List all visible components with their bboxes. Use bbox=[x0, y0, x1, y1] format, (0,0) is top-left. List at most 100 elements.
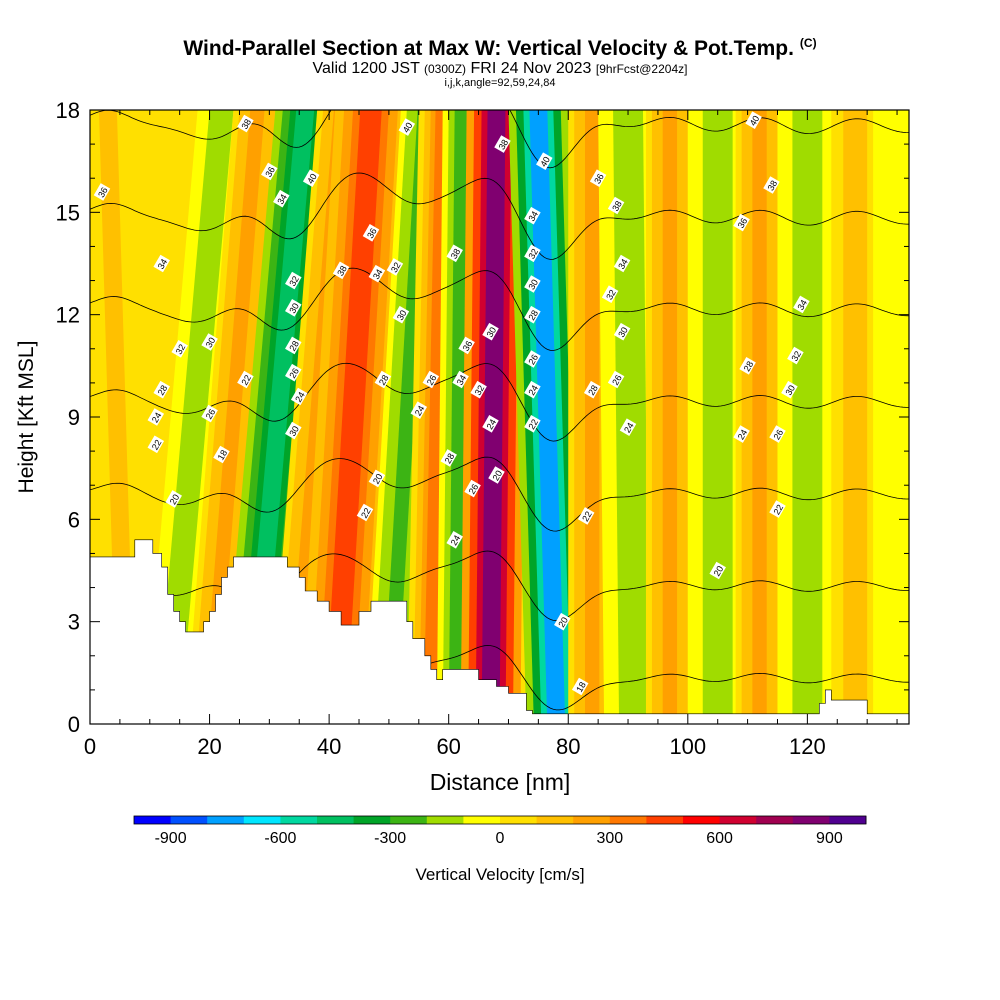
contour-label: 30 bbox=[285, 421, 302, 440]
contour-label: 36 bbox=[261, 162, 278, 181]
colorbar-swatch bbox=[426, 816, 464, 824]
contour-label: 22 bbox=[577, 507, 595, 525]
contour-label-bg bbox=[769, 500, 786, 518]
colorbar-tick-label: 900 bbox=[816, 830, 843, 847]
contour-label: 18 bbox=[571, 677, 589, 696]
contour-label-bg bbox=[577, 507, 595, 525]
contour-label-bg bbox=[583, 380, 601, 399]
contour-label-text: 40 bbox=[748, 114, 762, 128]
contour-label-bg bbox=[482, 414, 499, 433]
colorbar-swatch bbox=[829, 816, 867, 824]
colorbar-swatch bbox=[500, 816, 538, 824]
colorbar-label: Vertical Velocity [cm/s] bbox=[415, 865, 584, 884]
contour-label-bg bbox=[171, 339, 188, 358]
contour-label: 38 bbox=[763, 176, 780, 194]
contour-label-text: 30 bbox=[287, 301, 301, 315]
terrain bbox=[90, 539, 909, 724]
contour-label: 26 bbox=[422, 370, 440, 389]
contour-label-bg bbox=[524, 206, 541, 225]
x-tick-label: 80 bbox=[556, 734, 580, 759]
contour-label-bg bbox=[153, 380, 170, 399]
contour-label-bg bbox=[769, 425, 786, 443]
contour-label-text: 34 bbox=[275, 192, 289, 206]
contour-label-text: 36 bbox=[736, 216, 750, 230]
contour-label: 34 bbox=[613, 254, 631, 273]
contour-label: 24 bbox=[733, 425, 750, 443]
y-tick-label: 12 bbox=[56, 303, 80, 328]
x-tick-label: 60 bbox=[436, 734, 460, 759]
contour-label-text: 34 bbox=[455, 373, 469, 387]
contour-label-bg bbox=[613, 254, 631, 273]
contour-label-text: 36 bbox=[365, 226, 379, 240]
colorbar-swatch bbox=[353, 816, 391, 824]
contour-label-text: 38 bbox=[335, 264, 349, 278]
contour-label: 38 bbox=[494, 135, 511, 153]
contour-label-bg bbox=[201, 404, 218, 423]
x-tick-label: 100 bbox=[669, 734, 706, 759]
y-axis-label: Height [Kft MSL] bbox=[15, 341, 38, 494]
contour-label: 28 bbox=[440, 449, 457, 467]
contour-label-bg bbox=[524, 350, 541, 368]
contour-label-bg bbox=[273, 189, 290, 208]
contour-label-bg bbox=[356, 503, 374, 522]
contour-label-bg bbox=[285, 271, 302, 290]
contour-label-bg bbox=[446, 530, 463, 549]
contour-label-bg bbox=[410, 401, 428, 420]
contour-label-text: 26 bbox=[772, 428, 786, 442]
contour-label-bg bbox=[213, 445, 230, 464]
contour-label: 28 bbox=[739, 356, 756, 375]
contour-label-bg bbox=[261, 162, 278, 181]
contour-label-bg bbox=[524, 414, 541, 433]
contour-label-bg bbox=[589, 169, 607, 188]
contour-label-text: 30 bbox=[204, 336, 218, 350]
contour-label-bg bbox=[201, 333, 218, 351]
contour-label-bg bbox=[488, 466, 505, 484]
contour-label-text: 22 bbox=[239, 373, 253, 387]
colorbar-swatch bbox=[134, 816, 172, 824]
contour-label-text: 24 bbox=[413, 404, 427, 418]
contour-label: 30 bbox=[613, 322, 631, 341]
contour-label-bg bbox=[619, 418, 637, 437]
contour-label: 36 bbox=[589, 169, 607, 188]
contour-label-bg bbox=[285, 298, 302, 317]
contour-label-text: 26 bbox=[204, 407, 218, 421]
contour-label: 24 bbox=[524, 380, 541, 399]
contour-label-text: 28 bbox=[443, 452, 457, 466]
contour-label-text: 24 bbox=[293, 390, 307, 404]
contour-label-bg bbox=[285, 363, 302, 382]
contour-label: 36 bbox=[733, 213, 750, 232]
contour-label: 24 bbox=[147, 408, 165, 426]
y-tick-label: 0 bbox=[68, 712, 80, 737]
contour-label-text: 22 bbox=[580, 510, 594, 524]
contour-label-text: 24 bbox=[485, 417, 499, 431]
contour-label-text: 20 bbox=[491, 469, 505, 483]
contour-label: 22 bbox=[237, 370, 254, 389]
colorbar-tick-label: -900 bbox=[155, 830, 187, 847]
chart-title: Wind-Parallel Section at Max W: Vertical… bbox=[0, 36, 1000, 61]
contour-label: 36 bbox=[458, 336, 475, 355]
contour-label-text: 32 bbox=[389, 261, 403, 275]
chart-title-text: Wind-Parallel Section at Max W: Vertical… bbox=[183, 37, 794, 60]
velocity-band bbox=[708, 110, 727, 724]
contour-label-bg bbox=[237, 370, 254, 389]
contour-label: 24 bbox=[482, 414, 499, 433]
contour-label-bg bbox=[93, 183, 111, 201]
contour-label: 26 bbox=[607, 370, 625, 389]
contour-label-bg bbox=[781, 380, 798, 399]
velocity-band bbox=[752, 110, 767, 724]
contour-label: 34 bbox=[524, 206, 541, 225]
contour-label-text: 26 bbox=[467, 482, 481, 496]
chart-title-tag: (C) bbox=[799, 36, 817, 50]
contour-labels: 38 36 34 40 36 34 32 30 28 24 22 20 26 18 22 32 30 28 26 24… bbox=[93, 111, 810, 696]
colorbar-tick-label: 600 bbox=[706, 830, 733, 847]
contour-label: 40 bbox=[398, 118, 416, 136]
contour-label-bg bbox=[763, 176, 780, 194]
velocity-band bbox=[798, 110, 817, 724]
contour-label: 30 bbox=[781, 380, 798, 399]
contour-label: 38 bbox=[332, 261, 350, 280]
contour-label-bg bbox=[368, 264, 386, 283]
contour-label-text: 24 bbox=[150, 411, 164, 425]
contour-label-bg bbox=[571, 677, 589, 696]
angle-label: i,j,k,angle=92,59,24,84 bbox=[444, 77, 556, 89]
